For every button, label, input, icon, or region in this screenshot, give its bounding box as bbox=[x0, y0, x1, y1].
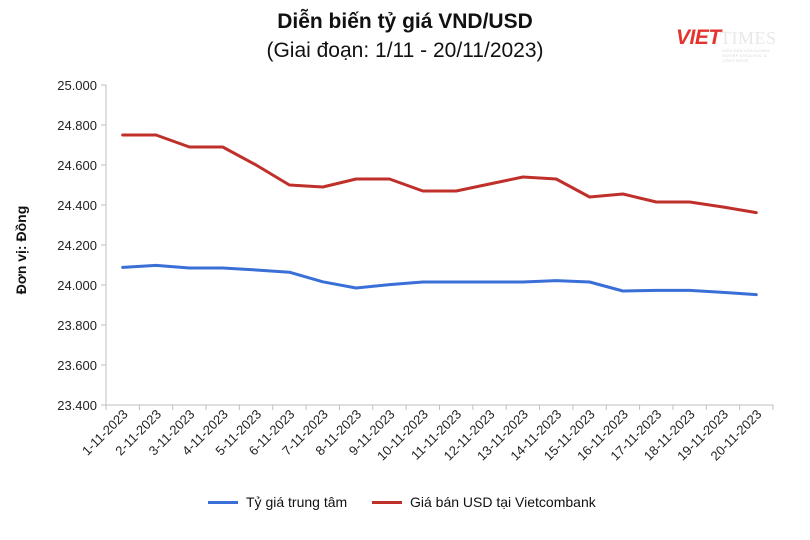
y-tick-label: 23.400 bbox=[57, 398, 97, 413]
legend-item-central-rate: Tỷ giá trung tâm bbox=[208, 494, 347, 510]
viettimes-logo: VIET TIMES DIỄN ĐÀN CỦA DOANH NGHIỆP KHO… bbox=[676, 24, 777, 63]
legend-label-central-rate: Tỷ giá trung tâm bbox=[246, 494, 348, 510]
y-tick-label: 24.200 bbox=[57, 238, 97, 253]
y-tick-label: 25.000 bbox=[57, 78, 97, 93]
legend-label-vietcombank: Giá bán USD tại Vietcombank bbox=[410, 494, 596, 510]
y-tick-label: 24.400 bbox=[57, 198, 97, 213]
chart-axes bbox=[105, 85, 773, 406]
chart-legend: Tỷ giá trung tâm Giá bán USD tại Vietcom… bbox=[0, 494, 810, 514]
legend-swatch-vietcombank bbox=[372, 500, 402, 504]
y-tick-label: 24.000 bbox=[57, 278, 97, 293]
legend-swatch-central-rate bbox=[208, 500, 238, 504]
chart-subtitle: (Giai đoạn: 1/11 - 20/11/2023) bbox=[266, 39, 544, 62]
series-lines bbox=[121, 133, 758, 297]
logo-times-text: TIMES bbox=[720, 28, 777, 48]
y-tick-label: 24.800 bbox=[57, 118, 97, 133]
legend-item-vietcombank: Giá bán USD tại Vietcombank bbox=[372, 494, 596, 510]
logo-tagline: DIỄN ĐÀN CỦA DOANH NGHIỆP KHOA HỌC & CÔN… bbox=[722, 48, 770, 63]
x-tick-labels: 1-11-20232-11-20233-11-20234-11-20235-11… bbox=[79, 405, 774, 463]
y-tick-label: 23.600 bbox=[57, 358, 97, 373]
logo-viet-text: VIET bbox=[676, 26, 721, 49]
y-tick-label: 23.800 bbox=[57, 318, 97, 333]
y-tick-label: 24.600 bbox=[57, 158, 97, 173]
y-tick-labels: 23.400 23.600 23.800 24.000 24.200 24.400 24.6… bbox=[57, 78, 106, 413]
series-line-central-rate bbox=[121, 263, 758, 297]
series-line-vietcombank bbox=[121, 133, 758, 215]
chart-title: Diễn biến tỷ giá VND/USD bbox=[277, 10, 533, 33]
